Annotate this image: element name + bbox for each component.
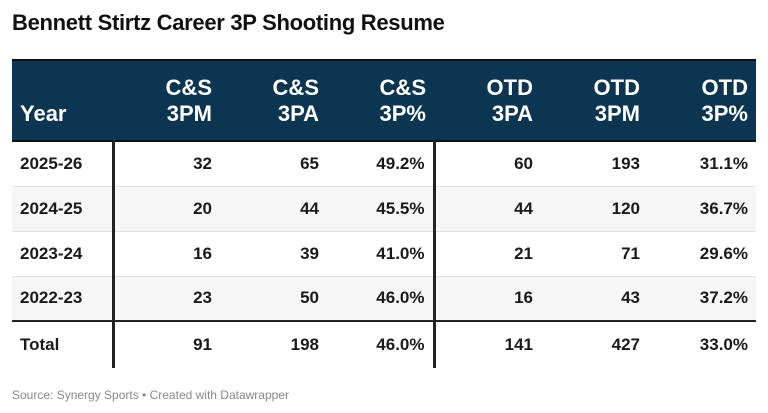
value-cell: 16 — [111, 231, 220, 277]
chart-title: Bennett Stirtz Career 3P Shooting Resume — [12, 10, 445, 35]
value-cell: 29.6% — [648, 231, 756, 277]
value-cell: 141 — [432, 321, 541, 368]
value-cell: 49.2% — [327, 141, 434, 187]
year-header: Year — [12, 59, 113, 142]
otd-3pa-header: OTD 3PA — [434, 59, 541, 142]
value-cell: 39 — [220, 231, 327, 277]
value-cell: 71 — [541, 231, 648, 277]
value-cell: 32 — [111, 141, 220, 187]
value-cell: 37.2% — [648, 276, 756, 322]
value-cell: 65 — [220, 141, 327, 187]
otd-3ppct-header: OTD 3P% — [648, 59, 756, 142]
header-line: C&S — [379, 75, 426, 100]
header-line: 3PA — [491, 101, 533, 126]
table-row: 2022-23 23 50 46.0% 16 43 37.2% — [12, 276, 756, 322]
cs-3ppct-header: C&S 3P% — [327, 59, 434, 142]
value-cell: 36.7% — [648, 186, 756, 232]
value-cell: 41.0% — [327, 231, 434, 277]
value-cell: 46.0% — [327, 321, 434, 368]
header-line: OTD — [486, 75, 533, 100]
header-line: 3PA — [277, 101, 319, 126]
value-cell: 44 — [432, 186, 541, 232]
year-cell: 2024-25 — [12, 186, 113, 232]
value-cell: 120 — [541, 186, 648, 232]
source-note: Source: Synergy Sports • Created with Da… — [12, 388, 289, 402]
table-row: 2025-26 32 65 49.2% 60 193 31.1% — [12, 141, 756, 187]
otd-3pm-header: OTD 3PM — [541, 59, 648, 142]
year-cell: 2023-24 — [12, 231, 113, 277]
header-line: 3PM — [594, 101, 640, 126]
value-cell: 46.0% — [327, 276, 434, 322]
value-cell: 198 — [220, 321, 327, 368]
header-line: 3PM — [166, 101, 212, 126]
cs-3pm-header: C&S 3PM — [113, 59, 220, 142]
header-line: OTD — [701, 75, 748, 100]
value-cell: 91 — [111, 321, 220, 368]
header-line: C&S — [272, 75, 319, 100]
value-cell: 33.0% — [648, 321, 756, 368]
header-line: 3P% — [379, 101, 426, 126]
header-line: Year — [20, 101, 67, 126]
header-line: 3P% — [701, 101, 748, 126]
header-line: OTD — [593, 75, 640, 100]
table-row: 2023-24 16 39 41.0% 21 71 29.6% — [12, 231, 756, 277]
year-cell: 2022-23 — [12, 276, 113, 322]
value-cell: 21 — [432, 231, 541, 277]
header-line: C&S — [165, 75, 212, 100]
shooting-table: Year C&S 3PM C&S 3PA C&S 3P% OTD 3PA OTD 3PM OTD 3P%… — [12, 59, 756, 368]
value-cell: 427 — [541, 321, 648, 368]
header-row: Year C&S 3PM C&S 3PA C&S 3P% OTD 3PA OTD 3PM OTD 3P% — [12, 59, 756, 142]
year-cell: Total — [12, 321, 113, 368]
value-cell: 43 — [541, 276, 648, 322]
cs-3pa-header: C&S 3PA — [220, 59, 327, 142]
year-cell: 2025-26 — [12, 141, 113, 187]
value-cell: 31.1% — [648, 141, 756, 187]
value-cell: 60 — [432, 141, 541, 187]
total-row: Total 91 198 46.0% 141 427 33.0% — [12, 321, 756, 368]
value-cell: 44 — [220, 186, 327, 232]
value-cell: 16 — [432, 276, 541, 322]
value-cell: 20 — [111, 186, 220, 232]
table-body: 2025-26 32 65 49.2% 60 193 31.1% 2024-25 20 44 45.… — [12, 141, 756, 368]
value-cell: 45.5% — [327, 186, 434, 232]
value-cell: 193 — [541, 141, 648, 187]
value-cell: 23 — [111, 276, 220, 322]
table-row: 2024-25 20 44 45.5% 44 120 36.7% — [12, 186, 756, 232]
value-cell: 50 — [220, 276, 327, 322]
